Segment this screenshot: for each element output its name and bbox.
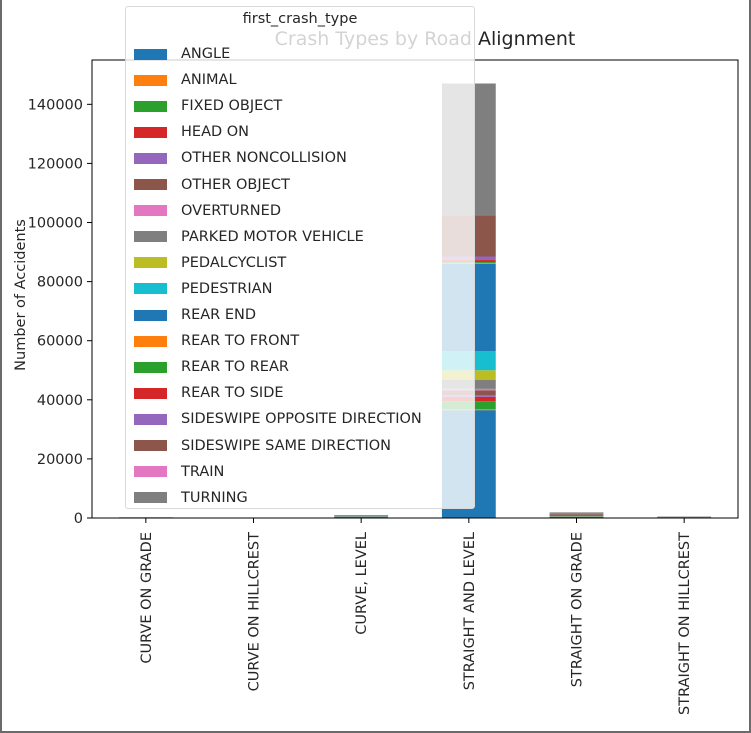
legend-swatch xyxy=(134,257,167,269)
legend-swatch xyxy=(134,100,167,112)
window-border-bottom xyxy=(0,731,751,733)
legend-item: REAR TO SIDE xyxy=(134,383,284,403)
legend-label: HEAD ON xyxy=(181,124,250,141)
bar-segment-4-17 xyxy=(549,512,604,514)
y-tick-label-3: 60000 xyxy=(37,334,83,350)
legend: first_crash_type ANGLE ANIMAL FIXED OBJECT… xyxy=(125,6,475,509)
legend-item: PEDALCYCLIST xyxy=(134,253,286,273)
legend-label: REAR TO FRONT xyxy=(181,333,300,350)
legend-swatch xyxy=(134,205,167,217)
legend-item: REAR TO FRONT xyxy=(134,331,299,351)
legend-item: ANIMAL xyxy=(134,70,237,90)
legend-label: TURNING xyxy=(181,489,248,506)
legend-swatch xyxy=(134,48,167,60)
legend-item: SIDESWIPE SAME DIRECTION xyxy=(134,436,391,456)
bar-segment-4-15 xyxy=(549,513,604,515)
legend-swatch xyxy=(134,309,167,321)
legend-label: REAR TO SIDE xyxy=(181,385,284,402)
legend-swatch xyxy=(134,126,167,138)
x-tick-label-4: STRAIGHT ON GRADE xyxy=(570,532,586,687)
y-axis-label: Number of Accidents xyxy=(13,219,29,371)
legend-swatch xyxy=(134,283,167,295)
legend-label: TRAIN xyxy=(181,463,225,480)
x-tick-label-5: STRAIGHT ON HILLCREST xyxy=(677,532,693,715)
legend-swatch xyxy=(134,387,167,399)
legend-item: HEAD ON xyxy=(134,122,249,142)
bar-segment-4-0 xyxy=(549,516,604,518)
legend-item: TURNING xyxy=(134,488,248,508)
y-tick-label-4: 80000 xyxy=(37,275,83,291)
legend-swatch xyxy=(134,466,167,478)
legend-label: PEDESTRIAN xyxy=(181,280,273,297)
legend-item: OVERTURNED xyxy=(134,201,281,221)
legend-item: PEDESTRIAN xyxy=(134,279,272,299)
legend-label: OTHER OBJECT xyxy=(181,176,290,193)
legend-item: OTHER NONCOLLISION xyxy=(134,148,347,168)
legend-title: first_crash_type xyxy=(242,11,358,27)
legend-item: OTHER OBJECT xyxy=(134,175,290,195)
legend-label: OTHER NONCOLLISION xyxy=(181,150,347,167)
legend-swatch xyxy=(134,413,167,425)
legend-item: FIXED OBJECT xyxy=(134,96,282,116)
legend-label: PEDALCYCLIST xyxy=(181,254,287,271)
legend-swatch xyxy=(134,152,167,164)
y-tick-label-5: 100000 xyxy=(28,216,83,232)
x-tick-label-1: CURVE ON HILLCREST xyxy=(247,532,263,691)
legend-swatch xyxy=(134,74,167,86)
legend-label: FIXED OBJECT xyxy=(181,98,283,115)
legend-item: TRAIN xyxy=(134,462,224,482)
legend-label: ANIMAL xyxy=(181,72,237,89)
legend-swatch xyxy=(134,492,167,504)
legend-item: PARKED MOTOR VEHICLE xyxy=(134,227,364,247)
legend-label: SIDESWIPE SAME DIRECTION xyxy=(181,437,392,454)
legend-item: SIDESWIPE OPPOSITE DIRECTION xyxy=(134,409,422,429)
window-border-left xyxy=(0,0,2,733)
legend-swatch xyxy=(134,231,167,243)
legend-swatch xyxy=(134,440,167,451)
y-tick-label-2: 40000 xyxy=(37,393,83,409)
legend-label: ANGLE xyxy=(181,46,231,62)
legend-swatch xyxy=(134,361,167,373)
legend-item: REAR TO REAR xyxy=(134,357,289,377)
y-tick-label-0: 0 xyxy=(74,511,83,527)
y-tick-label-1: 20000 xyxy=(37,452,83,468)
legend-item: REAR END xyxy=(134,305,256,325)
legend-swatch xyxy=(134,179,167,190)
x-tick-label-3: STRAIGHT AND LEVEL xyxy=(462,532,478,690)
x-tick-label-2: CURVE, LEVEL xyxy=(354,532,370,635)
y-tick-label-6: 120000 xyxy=(28,156,83,172)
bar-segment-2-2 xyxy=(334,516,389,518)
legend-label: REAR END xyxy=(181,307,257,323)
legend-item: ANGLE xyxy=(134,44,230,64)
legend-label: OVERTURNED xyxy=(181,202,281,219)
y-tick-label-7: 140000 xyxy=(28,97,83,113)
window-border-right xyxy=(749,0,751,733)
axes-layer: 0 20000 40000 60000 80000 100000 120000 140000 C… xyxy=(28,59,739,715)
legend-label: SIDESWIPE OPPOSITE DIRECTION xyxy=(181,411,422,428)
legend-label: REAR TO REAR xyxy=(181,359,289,376)
x-tick-label-0: CURVE ON GRADE xyxy=(139,532,155,664)
legend-label: PARKED MOTOR VEHICLE xyxy=(181,228,364,245)
legend-swatch xyxy=(134,335,167,347)
bar-segment-4-10 xyxy=(549,514,604,516)
